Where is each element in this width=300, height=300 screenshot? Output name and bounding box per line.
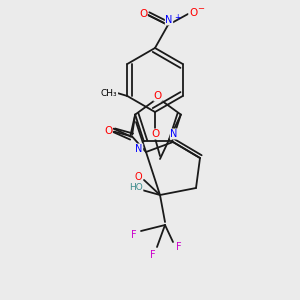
Text: O: O [151,129,159,139]
Text: F: F [131,230,137,240]
Text: O: O [189,8,197,18]
Text: CH₃: CH₃ [101,88,118,98]
Text: F: F [150,250,156,260]
Text: O: O [103,126,111,136]
Text: O: O [134,172,142,182]
Text: +: + [174,13,180,22]
Text: F: F [176,242,182,252]
Text: −: − [197,4,205,14]
Text: N: N [165,15,173,25]
Text: N: N [135,144,143,154]
Text: O: O [154,91,162,101]
Text: N: N [170,129,178,139]
Text: HO: HO [129,184,143,193]
Text: O: O [104,126,112,136]
Text: O: O [139,9,147,19]
